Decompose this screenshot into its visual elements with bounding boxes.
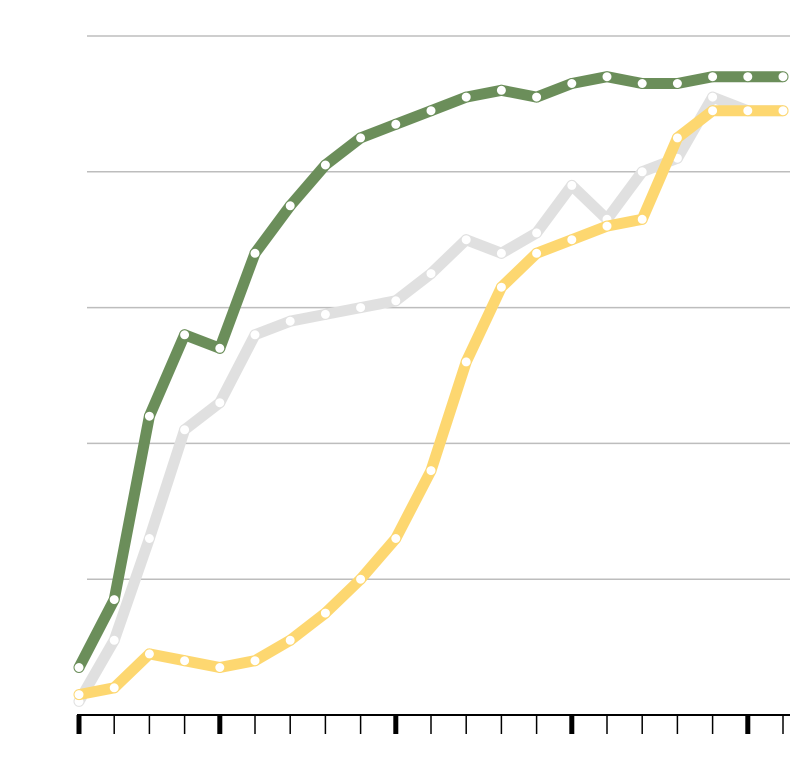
data-point xyxy=(425,105,437,117)
data-point xyxy=(531,247,543,259)
data-point xyxy=(143,533,155,544)
data-point xyxy=(636,213,648,225)
data-point xyxy=(777,105,789,117)
data-point xyxy=(319,159,331,171)
data-point xyxy=(179,655,191,667)
data-point xyxy=(249,329,261,341)
data-point xyxy=(390,118,402,130)
data-point xyxy=(566,78,578,89)
data-point xyxy=(601,220,613,232)
series-2 xyxy=(73,91,789,707)
data-point xyxy=(742,71,754,83)
data-point xyxy=(108,634,120,646)
data-point xyxy=(319,607,331,619)
data-point xyxy=(777,71,789,83)
data-point xyxy=(355,132,367,144)
data-point xyxy=(707,91,719,103)
data-point xyxy=(284,634,296,646)
data-point xyxy=(108,594,120,606)
data-point xyxy=(671,132,683,144)
data-point xyxy=(460,356,472,368)
data-point xyxy=(73,662,85,673)
data-point xyxy=(425,268,437,280)
data-point xyxy=(495,281,507,293)
data-point xyxy=(214,662,226,673)
series-lines xyxy=(73,71,789,707)
data-point xyxy=(214,342,226,354)
data-point xyxy=(214,397,226,409)
data-point xyxy=(531,227,543,239)
data-point xyxy=(707,105,719,117)
x-axis xyxy=(76,714,790,734)
data-point xyxy=(390,295,402,307)
data-point xyxy=(601,71,613,83)
data-point xyxy=(636,166,648,178)
data-point xyxy=(742,105,754,117)
data-point xyxy=(460,91,472,103)
data-point xyxy=(284,315,296,327)
data-point xyxy=(319,308,331,320)
data-point xyxy=(73,689,85,701)
data-point xyxy=(707,71,719,83)
data-point xyxy=(636,78,648,89)
data-point xyxy=(249,247,261,259)
data-point xyxy=(495,84,507,96)
series-3 xyxy=(73,105,789,701)
data-point xyxy=(460,234,472,246)
data-point xyxy=(108,682,120,694)
series-line xyxy=(74,91,783,705)
data-point xyxy=(143,648,155,660)
data-point xyxy=(284,200,296,212)
data-point xyxy=(390,533,402,544)
data-point xyxy=(495,247,507,259)
data-point xyxy=(355,302,367,314)
data-point xyxy=(671,78,683,89)
data-point xyxy=(566,234,578,246)
series-1 xyxy=(73,71,789,673)
series-line xyxy=(77,105,783,701)
data-point xyxy=(179,424,191,436)
data-point xyxy=(566,179,578,191)
data-point xyxy=(143,410,155,422)
data-point xyxy=(355,573,367,585)
data-point xyxy=(249,655,261,667)
data-point xyxy=(425,465,437,477)
data-point xyxy=(531,91,543,103)
gridlines xyxy=(87,35,790,580)
data-point xyxy=(179,329,191,341)
